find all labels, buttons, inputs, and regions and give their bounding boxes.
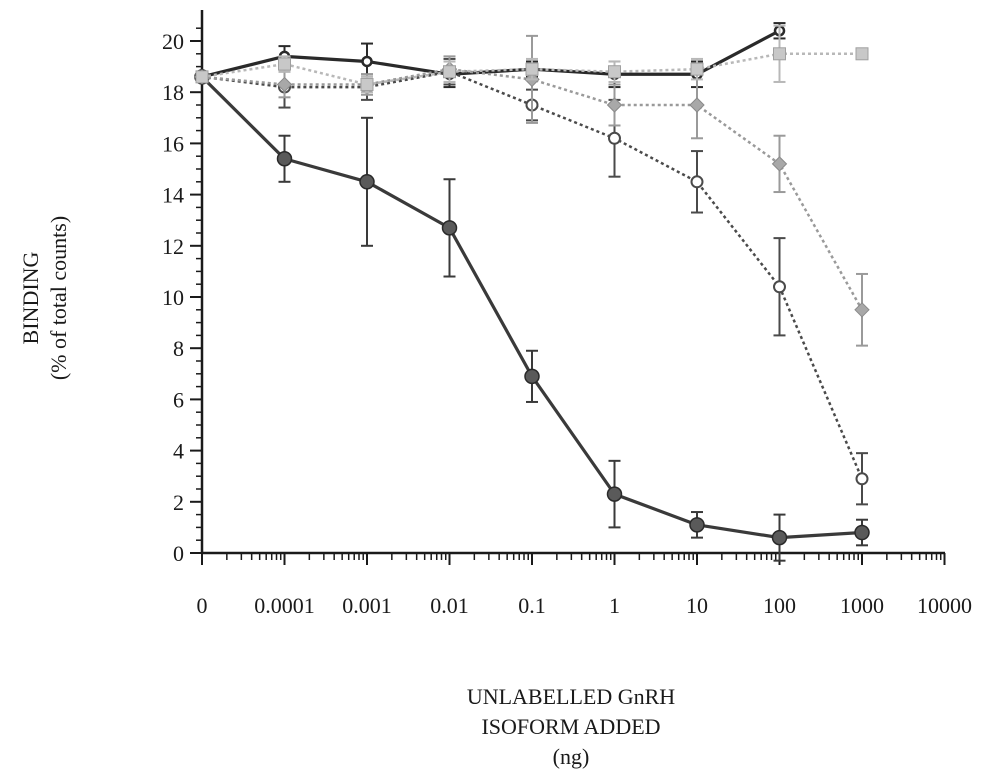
- x-axis-title-line-3: (ng): [553, 744, 590, 769]
- x-axis-title-line-2: ISOFORM ADDED: [481, 714, 660, 739]
- x-tick-label: 10: [686, 593, 708, 618]
- x-tick-label: 100: [763, 593, 796, 618]
- series-2-point: [361, 55, 373, 68]
- x-axis-title-line-1: UNLABELLED GnRH: [467, 684, 675, 709]
- series-5-point: [443, 65, 456, 79]
- series-3-point: [855, 472, 869, 486]
- series-5-point: [855, 47, 869, 61]
- series-4-point: [689, 97, 705, 113]
- series-3: [195, 57, 869, 506]
- y-axis-title-line-2: (% of total counts): [46, 216, 71, 380]
- series-5-point: [278, 57, 291, 71]
- series-1-point: [359, 174, 375, 190]
- y-axis: 0 2 4 6 8 10 12 14 16 18 20: [162, 10, 204, 566]
- x-tick-label: 0.001: [342, 593, 392, 618]
- x-tick-label: 0.01: [430, 593, 469, 618]
- series-3-point: [608, 131, 621, 145]
- y-tick-label: 12: [162, 234, 184, 259]
- y-tick-label: 14: [162, 183, 184, 208]
- x-tick-label: 0.1: [518, 593, 546, 618]
- y-tick-label: 0: [173, 541, 184, 566]
- series-1-point: [854, 524, 870, 541]
- series-3-point: [773, 280, 786, 294]
- y-tick-label: 4: [173, 439, 184, 464]
- y-axis-title-line-1: BINDING: [18, 251, 43, 344]
- series-4: [194, 34, 870, 347]
- x-tick-label: 10000: [917, 593, 972, 618]
- series-4-point: [606, 97, 623, 113]
- series-4-point: [771, 156, 788, 172]
- series-3-line: [201, 70, 864, 480]
- series-1-point: [276, 151, 293, 167]
- x-tick-label: 1: [609, 593, 620, 618]
- x-tick-label: 0: [197, 593, 208, 618]
- series-layer: [194, 22, 870, 562]
- series-5-point: [525, 62, 539, 76]
- series-5: [195, 24, 869, 94]
- y-tick-label: 16: [162, 131, 184, 156]
- series-5-point: [360, 78, 374, 92]
- x-tick-label: 0.0001: [254, 593, 315, 618]
- y-tick-label: 10: [162, 285, 184, 310]
- x-tick-label: 1000: [840, 593, 884, 618]
- series-4-point: [276, 76, 293, 93]
- series-1-point: [606, 486, 623, 502]
- series-4-point: [854, 302, 870, 318]
- series-1-point: [689, 517, 705, 533]
- series-1-point: [524, 368, 540, 385]
- series-1-point: [441, 220, 458, 236]
- y-tick-label: 6: [173, 387, 184, 412]
- y-tick-label: 8: [173, 336, 184, 361]
- series-3-point: [690, 175, 704, 189]
- x-axis: 0 0.0001 0.001 0.01 0.1 1 10 100 1000 10000: [197, 551, 972, 618]
- series-5-point: [195, 70, 209, 84]
- series-2-line: [201, 29, 781, 79]
- series-1: [194, 69, 870, 562]
- y-tick-label: 2: [173, 490, 184, 515]
- series-5-point: [690, 62, 704, 76]
- series-5-point: [608, 65, 621, 79]
- series-1-line: [200, 75, 863, 540]
- series-1-point: [771, 529, 788, 546]
- y-tick-label: 20: [162, 29, 184, 54]
- y-tick-label: 18: [162, 80, 184, 105]
- series-5-point: [773, 47, 786, 61]
